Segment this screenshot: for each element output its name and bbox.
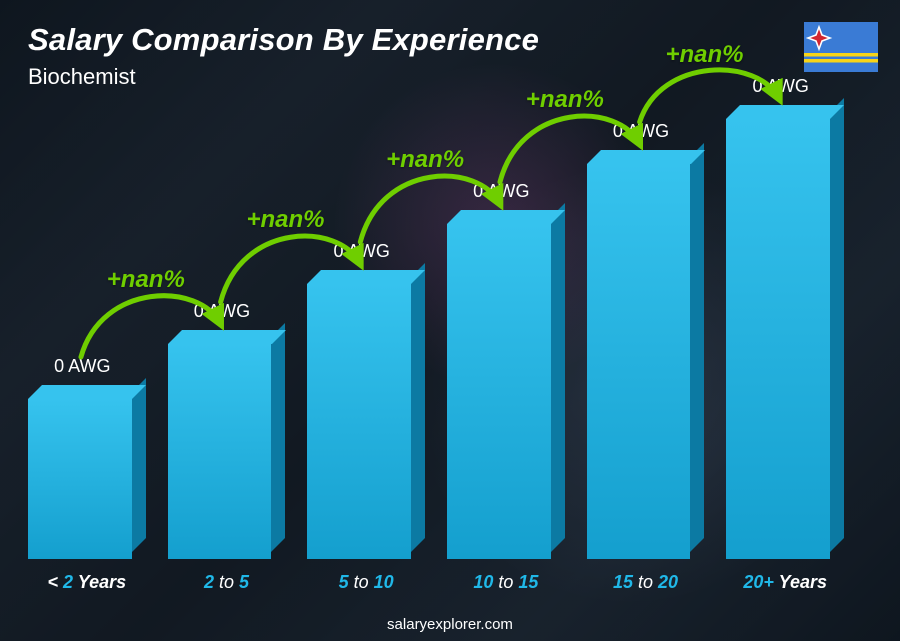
x-axis-label: 2 to 5 bbox=[168, 572, 286, 593]
bar: 0 AWG bbox=[447, 224, 565, 559]
bar-value-label: 0 AWG bbox=[473, 181, 529, 202]
bar-side bbox=[132, 378, 146, 552]
bar-value-label: 0 AWG bbox=[194, 301, 250, 322]
bar: 0 AWG bbox=[168, 344, 286, 559]
bar-cap bbox=[447, 210, 565, 224]
x-axis-label: 10 to 15 bbox=[447, 572, 565, 593]
bar-cap bbox=[28, 385, 146, 399]
bar-slot: 0 AWG bbox=[447, 224, 565, 559]
bar-front bbox=[447, 224, 551, 559]
x-axis-label: 5 to 10 bbox=[307, 572, 425, 593]
bar: 0 AWG bbox=[587, 164, 705, 559]
bar-value-label: 0 AWG bbox=[613, 121, 669, 142]
x-axis-labels: < 2 Years 2 to 5 5 to 10 10 to 15 15 to 20 20… bbox=[28, 572, 844, 593]
bar-chart: 0 AWG0 AWG0 AWG0 AWG0 AWG0 AWG < 2 Years… bbox=[28, 73, 844, 593]
bar: 0 AWG bbox=[28, 399, 146, 559]
bar-side bbox=[830, 98, 844, 552]
bar-front bbox=[168, 344, 272, 559]
bar: 0 AWG bbox=[307, 284, 425, 559]
bar-front bbox=[307, 284, 411, 559]
bars-container: 0 AWG0 AWG0 AWG0 AWG0 AWG0 AWG bbox=[28, 73, 844, 559]
bar-slot: 0 AWG bbox=[168, 344, 286, 559]
bar-slot: 0 AWG bbox=[307, 284, 425, 559]
bar-slot: 0 AWG bbox=[726, 119, 844, 559]
bar-slot: 0 AWG bbox=[587, 164, 705, 559]
bar-side bbox=[411, 263, 425, 552]
bar-cap bbox=[587, 150, 705, 164]
bar-front bbox=[726, 119, 830, 559]
bar-front bbox=[587, 164, 691, 559]
bar-side bbox=[551, 203, 565, 552]
increment-label: +nan% bbox=[665, 41, 743, 69]
footer-attribution: salaryexplorer.com bbox=[0, 616, 900, 633]
x-axis-label: 15 to 20 bbox=[587, 572, 705, 593]
bar-front bbox=[28, 399, 132, 559]
bar-value-label: 0 AWG bbox=[54, 356, 110, 377]
chart-title: Salary Comparison By Experience bbox=[28, 22, 539, 58]
bar-value-label: 0 AWG bbox=[752, 76, 808, 97]
bar: 0 AWG bbox=[726, 119, 844, 559]
bar-value-label: 0 AWG bbox=[333, 241, 389, 262]
bar-side bbox=[690, 143, 704, 552]
aruba-flag-icon bbox=[804, 22, 878, 72]
bar-side bbox=[271, 323, 285, 552]
x-axis-label: 20+ Years bbox=[726, 572, 844, 593]
x-axis-label: < 2 Years bbox=[28, 572, 146, 593]
chart-canvas: Salary Comparison By Experience Biochemi… bbox=[0, 0, 900, 641]
bar-cap bbox=[307, 270, 425, 284]
bar-slot: 0 AWG bbox=[28, 399, 146, 559]
bar-cap bbox=[168, 330, 286, 344]
bar-cap bbox=[726, 105, 844, 119]
